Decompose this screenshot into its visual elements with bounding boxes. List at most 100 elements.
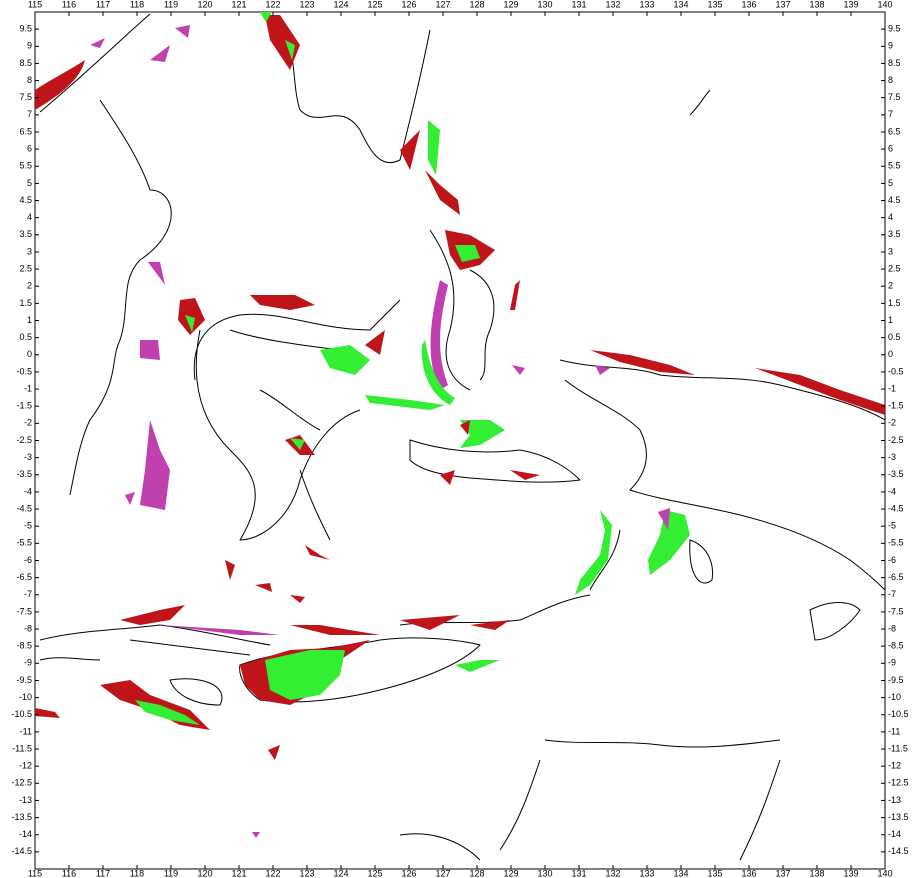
y-tick-label-right: 3 bbox=[888, 246, 893, 256]
y-tick-label-left: -2.5 bbox=[16, 435, 32, 445]
y-tick-label-right: 5 bbox=[888, 178, 893, 188]
y-tick-label-right: 8 bbox=[888, 75, 893, 85]
y-tick-label-right: 9 bbox=[888, 41, 893, 51]
x-tick-label-top: 121 bbox=[231, 0, 246, 9]
y-tick-label-left: 9.5 bbox=[19, 24, 32, 34]
region bbox=[265, 15, 300, 70]
y-tick-label-right: 7.5 bbox=[888, 92, 901, 102]
y-tick-label-right: 3.5 bbox=[888, 229, 901, 239]
region bbox=[455, 245, 480, 262]
y-tick-label-left: -5.5 bbox=[16, 538, 32, 548]
y-tick-label-right: 4 bbox=[888, 212, 893, 222]
y-tick-label-right: -1.5 bbox=[888, 401, 904, 411]
x-tick-label-bottom: 135 bbox=[707, 868, 722, 878]
x-tick-label-bottom: 115 bbox=[28, 868, 42, 878]
x-tick-label-top: 124 bbox=[333, 0, 348, 9]
y-tick-label-right: -11 bbox=[888, 726, 900, 736]
region bbox=[658, 508, 670, 530]
y-tick-label-left: -13.5 bbox=[11, 812, 32, 822]
x-tick-label-bottom: 125 bbox=[367, 868, 382, 878]
y-tick-label-left: -5 bbox=[24, 521, 32, 531]
y-tick-label-left: 7 bbox=[27, 109, 32, 119]
y-tick-label-right: -4 bbox=[888, 486, 896, 496]
map-frame bbox=[34, 11, 886, 870]
y-tick-label-left: 2.5 bbox=[19, 263, 32, 273]
y-tick-label-left: 4 bbox=[27, 212, 32, 222]
x-tick-label-top: 116 bbox=[62, 0, 76, 9]
x-tick-label-bottom: 119 bbox=[164, 868, 178, 878]
region bbox=[455, 660, 500, 672]
y-tick-label-left: -7 bbox=[24, 589, 32, 599]
region bbox=[320, 345, 370, 375]
y-tick-label-left: 1.5 bbox=[19, 298, 32, 308]
y-tick-label-left: 2 bbox=[27, 281, 32, 291]
coastline bbox=[39, 13, 151, 113]
y-tick-label-left: -4.5 bbox=[16, 503, 32, 513]
y-tick-label-left: 7.5 bbox=[19, 92, 32, 102]
y-tick-label-right: -6 bbox=[888, 555, 896, 565]
y-tick-label-left: -10 bbox=[19, 692, 32, 702]
y-tick-label-left: 5.5 bbox=[19, 161, 32, 171]
y-tick-label-right: -1 bbox=[888, 383, 896, 393]
y-tick-label-left: 0.5 bbox=[19, 332, 32, 342]
y-tick-label-right: -6.5 bbox=[888, 572, 904, 582]
y-tick-label-left: -3 bbox=[24, 452, 32, 462]
x-tick-label-top: 118 bbox=[130, 0, 144, 9]
y-tick-label-left: 4.5 bbox=[19, 195, 32, 205]
coastline bbox=[399, 739, 781, 861]
y-tick-label-left: -11 bbox=[20, 726, 32, 736]
x-tick-label-bottom: 133 bbox=[639, 868, 654, 878]
x-tick-label-bottom: 116 bbox=[62, 868, 76, 878]
x-tick-label-bottom: 140 bbox=[877, 868, 892, 878]
y-tick-label-left: -4 bbox=[24, 486, 32, 496]
y-tick-label-right: -9 bbox=[888, 658, 896, 668]
x-tick-label-top: 140 bbox=[877, 0, 892, 9]
y-tick-label-left: -14 bbox=[19, 829, 32, 839]
coastline bbox=[689, 89, 711, 116]
x-tick-label-bottom: 121 bbox=[231, 868, 246, 878]
x-tick-label-bottom: 126 bbox=[401, 868, 416, 878]
coastline bbox=[39, 624, 271, 706]
x-tick-label-top: 119 bbox=[164, 0, 178, 9]
y-tick-label-right: -9.5 bbox=[888, 675, 904, 685]
y-tick-label-left: 0 bbox=[27, 349, 32, 359]
region bbox=[290, 615, 510, 635]
x-tick-label-top: 115 bbox=[28, 0, 42, 9]
region bbox=[125, 262, 170, 510]
y-tick-label-left: -6.5 bbox=[16, 572, 32, 582]
region bbox=[225, 560, 305, 603]
y-tick-label-right: -14 bbox=[888, 829, 901, 839]
x-tick-label-bottom: 124 bbox=[333, 868, 348, 878]
y-tick-label-left: -13 bbox=[19, 795, 32, 805]
coastline bbox=[409, 439, 581, 483]
region bbox=[135, 700, 200, 725]
x-tick-label-top: 135 bbox=[707, 0, 722, 9]
shaded-regions bbox=[35, 12, 885, 838]
x-tick-label-top: 137 bbox=[775, 0, 790, 9]
y-tick-label-right: 0 bbox=[888, 349, 893, 359]
y-tick-label-left: -10.5 bbox=[11, 709, 32, 719]
y-tick-label-left: 1 bbox=[27, 315, 32, 325]
x-tick-label-bottom: 127 bbox=[435, 868, 450, 878]
y-tick-label-left: 3.5 bbox=[19, 229, 32, 239]
y-tick-label-right: 2 bbox=[888, 281, 893, 291]
coastline bbox=[269, 14, 431, 164]
x-tick-label-top: 131 bbox=[571, 0, 586, 9]
region bbox=[755, 368, 885, 415]
y-tick-label-right: 4.5 bbox=[888, 195, 901, 205]
y-tick-label-right: -3.5 bbox=[888, 469, 904, 479]
y-tick-label-left: -9 bbox=[24, 658, 32, 668]
region bbox=[35, 60, 85, 110]
y-tick-label-right: -0.5 bbox=[888, 366, 904, 376]
y-tick-label-left: -1.5 bbox=[16, 401, 32, 411]
region bbox=[160, 625, 280, 635]
region bbox=[510, 280, 520, 310]
y-tick-label-right: -14.5 bbox=[888, 846, 909, 856]
y-tick-label-left: -9.5 bbox=[16, 675, 32, 685]
y-tick-label-right: 6.5 bbox=[888, 126, 901, 136]
coastline bbox=[69, 99, 172, 496]
x-tick-label-top: 130 bbox=[537, 0, 552, 9]
x-tick-label-top: 128 bbox=[469, 0, 484, 9]
region bbox=[400, 130, 460, 215]
